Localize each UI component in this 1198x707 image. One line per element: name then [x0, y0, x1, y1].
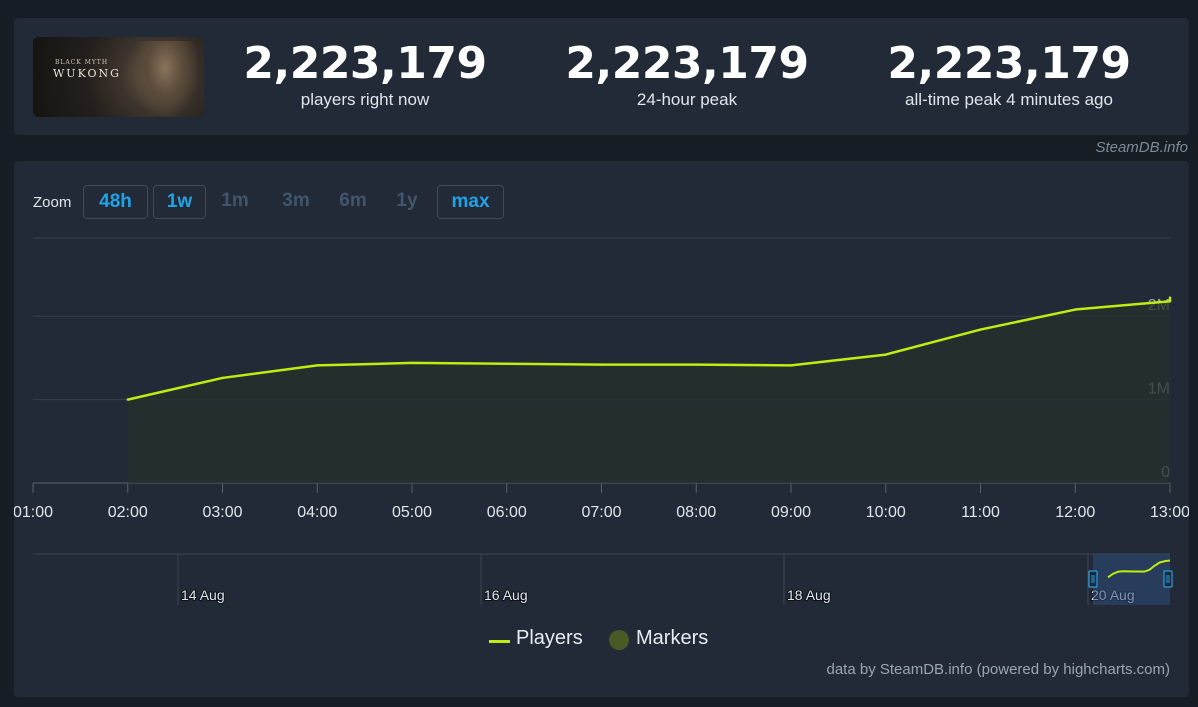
stat-value: 2,223,179 [565, 38, 809, 89]
game-logo-title: WUKONG [53, 67, 121, 80]
stat-label: all-time peak 4 minutes ago [905, 90, 1113, 109]
x-tick-label: 02:00 [108, 504, 148, 521]
players-data-point [126, 398, 129, 401]
legend-label: Markers [636, 627, 709, 649]
chart-legend: Players Markers [14, 627, 1189, 657]
chart-credit[interactable]: data by SteamDB.info (powered by highcha… [826, 661, 1171, 678]
navigator-handle [1163, 570, 1173, 588]
wukong-figure-image [133, 41, 197, 117]
stat-all-time-peak: 2,223,179 all-time peak 4 minutes ago [859, 40, 1159, 110]
stats-card: BLACK MYTH WUKONG 2,223,179 players righ… [14, 18, 1189, 135]
navigator-series-line [1107, 559, 1171, 579]
legend-label: Players [516, 627, 583, 649]
legend-item-players[interactable]: Players [489, 627, 583, 650]
x-tick-label: 03:00 [202, 504, 242, 521]
x-tick-label: 01:00 [14, 504, 53, 521]
stat-current-players: 2,223,179 players right now [215, 40, 515, 110]
legend-line-symbol [489, 640, 510, 643]
legend-dot-symbol [609, 630, 629, 650]
stat-label: players right now [300, 90, 430, 109]
zoom-48h-button[interactable]: 48h [83, 185, 148, 219]
chart-card: Zoom 48h 1w 1m 3m 6m 1y max 01M2M01:0002… [14, 161, 1189, 697]
players-area-fill [127, 297, 1170, 483]
players-data-point [1074, 308, 1077, 311]
navigator-selected-range [1093, 554, 1170, 605]
player-count-chart[interactable]: 01M2M01:0002:0003:0004:0005:0006:0007:00… [14, 161, 1189, 621]
x-tick-label: 11:00 [961, 504, 1000, 521]
x-tick-label: 10:00 [866, 504, 906, 521]
zoom-1y-button[interactable]: 1y [396, 190, 418, 211]
zoom-6m-button[interactable]: 6m [339, 190, 367, 211]
stat-24h-peak: 2,223,179 24-hour peak [537, 40, 837, 110]
players-data-point [979, 328, 982, 331]
x-tick-label: 12:00 [1055, 504, 1095, 521]
x-tick-label: 04:00 [297, 504, 337, 521]
zoom-3m-button[interactable]: 3m [282, 190, 310, 211]
x-tick-label: 13:00 [1150, 504, 1189, 521]
stat-label: 24-hour peak [636, 90, 738, 109]
navigator-date-label: 16 Aug [484, 587, 528, 603]
stat-value: 2,223,179 [243, 38, 487, 89]
players-data-point [1168, 300, 1172, 303]
stat-value: 2,223,179 [887, 38, 1131, 89]
navigator-date-label: 14 Aug [181, 587, 225, 603]
navigator-date-label: 18 Aug [787, 587, 831, 603]
game-logo-subtitle: BLACK MYTH [55, 59, 109, 66]
players-data-point [600, 363, 603, 366]
x-tick-label: 07:00 [581, 504, 621, 521]
legend-item-markers[interactable]: Markers [609, 627, 708, 650]
players-data-point [884, 353, 887, 356]
players-data-point [695, 363, 698, 366]
game-thumbnail[interactable]: BLACK MYTH WUKONG [33, 37, 204, 117]
x-tick-label: 06:00 [487, 504, 527, 521]
zoom-max-button[interactable]: max [437, 185, 504, 219]
zoom-1m-button[interactable]: 1m [221, 190, 249, 211]
x-tick-label: 05:00 [392, 504, 432, 521]
navigator-handle [1088, 570, 1098, 588]
players-data-point [221, 376, 224, 380]
x-tick-label: 09:00 [771, 504, 811, 521]
players-data-point [789, 364, 793, 367]
players-data-point [505, 362, 508, 365]
players-data-point [316, 364, 319, 367]
zoom-label: Zoom [33, 194, 72, 211]
steamdb-credit-link[interactable]: SteamDB.info [1095, 139, 1188, 156]
players-data-point [410, 361, 414, 365]
x-tick-label: 08:00 [676, 504, 716, 521]
players-data-point [1168, 296, 1172, 299]
zoom-1w-button[interactable]: 1w [153, 185, 206, 219]
